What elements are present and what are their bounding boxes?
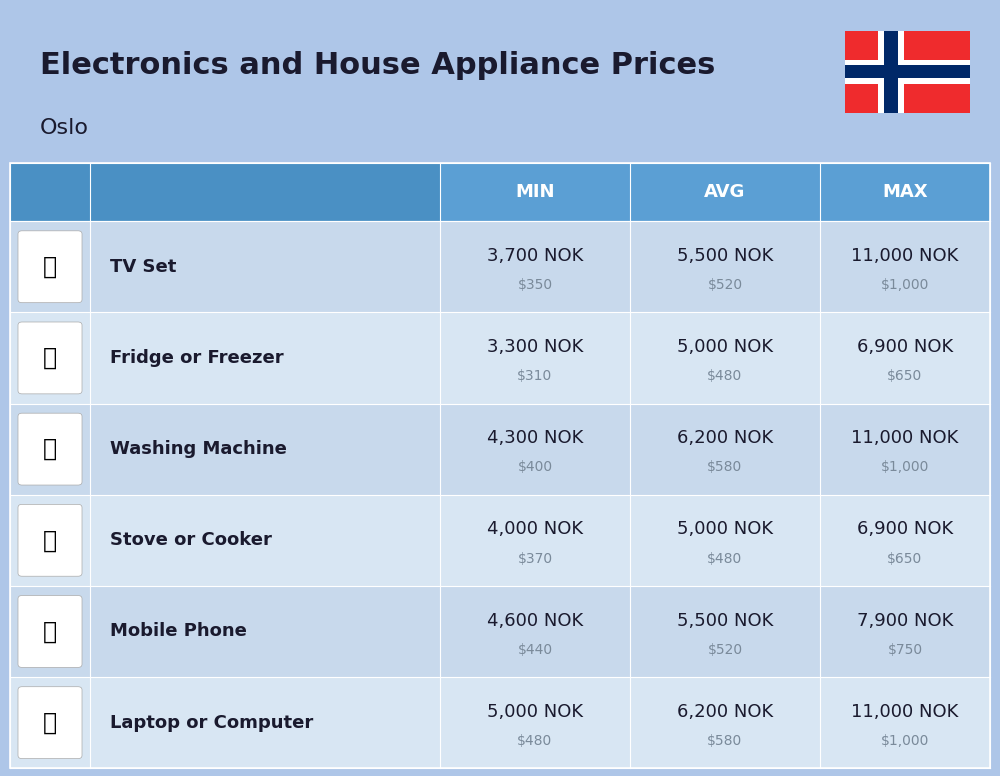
Text: $480: $480 <box>707 552 743 566</box>
FancyBboxPatch shape <box>820 404 990 495</box>
FancyBboxPatch shape <box>10 677 90 768</box>
Text: 5,000 NOK: 5,000 NOK <box>677 521 773 539</box>
FancyBboxPatch shape <box>440 677 630 768</box>
Text: 📱: 📱 <box>43 619 57 643</box>
Text: $480: $480 <box>517 734 553 748</box>
FancyBboxPatch shape <box>18 595 82 667</box>
Text: $650: $650 <box>887 369 923 383</box>
Text: 4,000 NOK: 4,000 NOK <box>487 521 583 539</box>
FancyBboxPatch shape <box>440 586 630 677</box>
Text: AVG: AVG <box>704 183 746 201</box>
Text: 5,500 NOK: 5,500 NOK <box>677 611 773 629</box>
FancyBboxPatch shape <box>10 495 90 586</box>
FancyBboxPatch shape <box>18 687 82 759</box>
FancyBboxPatch shape <box>630 586 820 677</box>
Text: 11,000 NOK: 11,000 NOK <box>851 703 959 721</box>
Text: $310: $310 <box>517 369 553 383</box>
Text: $1,000: $1,000 <box>881 734 929 748</box>
Text: $580: $580 <box>707 460 743 474</box>
FancyBboxPatch shape <box>630 163 820 221</box>
Text: 5,000 NOK: 5,000 NOK <box>487 703 583 721</box>
Text: Oslo: Oslo <box>40 118 89 138</box>
FancyBboxPatch shape <box>884 31 898 113</box>
Text: 5,500 NOK: 5,500 NOK <box>677 247 773 265</box>
Text: 🧈: 🧈 <box>43 346 57 370</box>
Text: $650: $650 <box>887 552 923 566</box>
Text: 5,000 NOK: 5,000 NOK <box>677 338 773 356</box>
FancyBboxPatch shape <box>10 312 90 404</box>
FancyBboxPatch shape <box>630 221 820 312</box>
Text: MAX: MAX <box>882 183 928 201</box>
Text: $440: $440 <box>517 643 553 656</box>
Text: Electronics and House Appliance Prices: Electronics and House Appliance Prices <box>40 51 715 81</box>
Text: $370: $370 <box>517 552 553 566</box>
Text: 6,900 NOK: 6,900 NOK <box>857 521 953 539</box>
FancyBboxPatch shape <box>90 586 440 677</box>
Text: $750: $750 <box>887 643 923 656</box>
FancyBboxPatch shape <box>90 677 440 768</box>
FancyBboxPatch shape <box>90 312 440 404</box>
Text: 🔥: 🔥 <box>43 528 57 553</box>
Text: MIN: MIN <box>515 183 555 201</box>
Text: $520: $520 <box>707 278 743 292</box>
Text: 6,200 NOK: 6,200 NOK <box>677 703 773 721</box>
FancyBboxPatch shape <box>630 495 820 586</box>
Text: 3,700 NOK: 3,700 NOK <box>487 247 583 265</box>
Text: 4,600 NOK: 4,600 NOK <box>487 611 583 629</box>
Text: Fridge or Freezer: Fridge or Freezer <box>110 349 284 367</box>
Text: 11,000 NOK: 11,000 NOK <box>851 429 959 447</box>
FancyBboxPatch shape <box>845 31 970 113</box>
Text: $480: $480 <box>707 369 743 383</box>
FancyBboxPatch shape <box>10 586 90 677</box>
FancyBboxPatch shape <box>440 495 630 586</box>
FancyBboxPatch shape <box>820 163 990 221</box>
FancyBboxPatch shape <box>440 404 630 495</box>
FancyBboxPatch shape <box>90 221 440 312</box>
Text: $520: $520 <box>707 643 743 656</box>
Text: 🔁: 🔁 <box>43 437 57 461</box>
Text: 📺: 📺 <box>43 255 57 279</box>
Text: Stove or Cooker: Stove or Cooker <box>110 532 272 549</box>
FancyBboxPatch shape <box>18 504 82 577</box>
FancyBboxPatch shape <box>18 230 82 303</box>
FancyBboxPatch shape <box>820 677 990 768</box>
Text: 7,900 NOK: 7,900 NOK <box>857 611 953 629</box>
FancyBboxPatch shape <box>630 404 820 495</box>
FancyBboxPatch shape <box>820 495 990 586</box>
FancyBboxPatch shape <box>630 677 820 768</box>
Text: $1,000: $1,000 <box>881 278 929 292</box>
Text: $1,000: $1,000 <box>881 460 929 474</box>
Text: Washing Machine: Washing Machine <box>110 440 287 458</box>
Text: 11,000 NOK: 11,000 NOK <box>851 247 959 265</box>
FancyBboxPatch shape <box>10 221 90 312</box>
FancyBboxPatch shape <box>440 312 630 404</box>
Text: $400: $400 <box>517 460 553 474</box>
FancyBboxPatch shape <box>630 312 820 404</box>
FancyBboxPatch shape <box>845 65 970 78</box>
Text: 6,900 NOK: 6,900 NOK <box>857 338 953 356</box>
Text: $350: $350 <box>517 278 553 292</box>
FancyBboxPatch shape <box>90 495 440 586</box>
FancyBboxPatch shape <box>820 586 990 677</box>
Text: Laptop or Computer: Laptop or Computer <box>110 714 313 732</box>
Text: Mobile Phone: Mobile Phone <box>110 622 247 640</box>
Text: 6,200 NOK: 6,200 NOK <box>677 429 773 447</box>
FancyBboxPatch shape <box>18 413 82 485</box>
FancyBboxPatch shape <box>440 221 630 312</box>
FancyBboxPatch shape <box>90 404 440 495</box>
FancyBboxPatch shape <box>18 322 82 394</box>
Text: $580: $580 <box>707 734 743 748</box>
FancyBboxPatch shape <box>440 163 630 221</box>
Text: TV Set: TV Set <box>110 258 176 275</box>
FancyBboxPatch shape <box>845 60 970 84</box>
Text: 3,300 NOK: 3,300 NOK <box>487 338 583 356</box>
Text: 💻: 💻 <box>43 711 57 735</box>
FancyBboxPatch shape <box>878 31 904 113</box>
FancyBboxPatch shape <box>820 221 990 312</box>
Text: 4,300 NOK: 4,300 NOK <box>487 429 583 447</box>
FancyBboxPatch shape <box>90 163 440 221</box>
FancyBboxPatch shape <box>10 163 90 221</box>
FancyBboxPatch shape <box>10 404 90 495</box>
FancyBboxPatch shape <box>820 312 990 404</box>
